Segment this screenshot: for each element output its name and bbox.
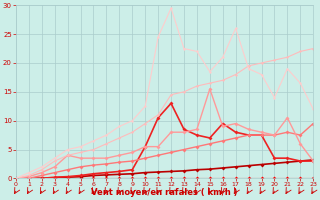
X-axis label: Vent moyen/en rafales ( km/h ): Vent moyen/en rafales ( km/h ) xyxy=(91,188,238,197)
